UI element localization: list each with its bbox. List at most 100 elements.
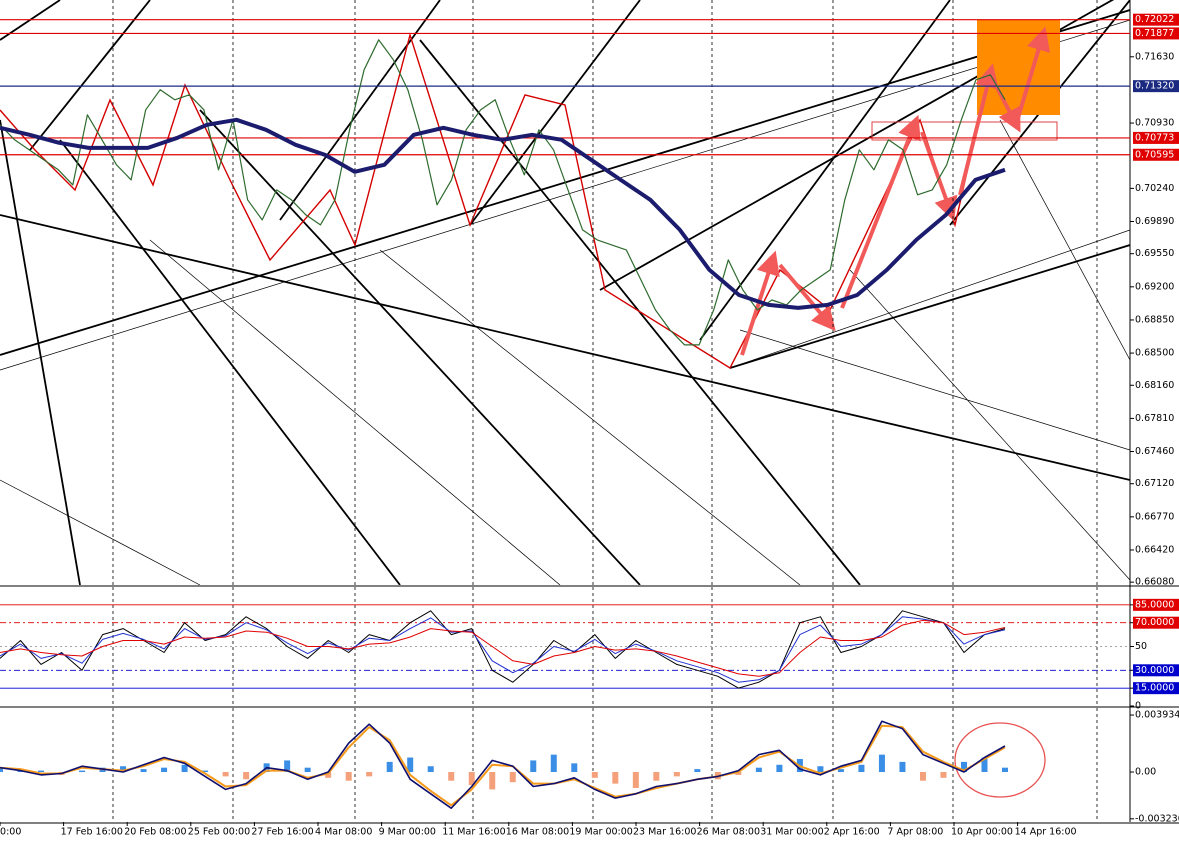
x-tick-label: 11 Mar 16:00 [442, 827, 505, 838]
x-tick-label: 23 Mar 16:00 [633, 827, 696, 838]
x-tick-label: 7 Apr 08:00 [887, 827, 943, 838]
histogram-bar [776, 764, 783, 773]
histogram-bar [817, 766, 824, 773]
histogram-bar [878, 754, 885, 773]
x-tick-label: 2 Apr 16:00 [824, 827, 880, 838]
x-tick-label: 20 Feb 08:00 [124, 827, 186, 838]
level-label-bg [1133, 131, 1179, 144]
histogram-bar [161, 767, 168, 773]
histogram-bar [243, 772, 250, 780]
histogram-bar [304, 767, 311, 773]
histogram-bar [0, 767, 3, 773]
series-line [0, 619, 1006, 677]
y-tick-label: 0.68850 [1135, 314, 1174, 325]
histogram-bar [571, 763, 578, 773]
histogram-bar [427, 766, 434, 773]
histogram-bar [222, 772, 229, 777]
y-tick-label: -0.0032303 [1135, 813, 1179, 824]
y-tick-label: 30.0000 [1135, 665, 1174, 676]
series-line [0, 724, 1006, 807]
y-tick-label: 0.71630 [1135, 51, 1174, 62]
series-line [0, 720, 1006, 810]
histogram-bar [653, 772, 660, 781]
histogram-bar [202, 770, 209, 773]
histogram-bar [960, 761, 967, 773]
y-tick-label: 0.66080 [1135, 577, 1174, 588]
histogram-bar [448, 772, 455, 781]
histogram-bar [755, 767, 762, 773]
histogram-bar [858, 764, 865, 773]
y-tick-label: 0.0039343 [1135, 710, 1179, 721]
histogram-bar [284, 760, 291, 773]
y-tick-label: 0.67120 [1135, 478, 1174, 489]
histogram-bar [981, 757, 988, 773]
histogram-bar [325, 772, 332, 778]
x-tick-label: 27 Feb 16:00 [251, 827, 313, 838]
y-tick-label: 85.0000 [1135, 599, 1174, 610]
level-label-bg [1133, 27, 1179, 40]
histogram-bar [181, 764, 188, 773]
series-line [0, 610, 1006, 689]
y-tick-label: 0.67810 [1135, 413, 1174, 424]
x-tick-label: 19 Mar 00:00 [569, 827, 632, 838]
y-tick-label: 0.69550 [1135, 248, 1174, 259]
histogram-bar [899, 761, 906, 773]
highlight-circle [954, 722, 1046, 798]
x-tick-label: 31 Mar 00:00 [760, 827, 823, 838]
histogram-bar [530, 760, 537, 773]
x-tick-label: 00:00 [0, 827, 21, 838]
histogram-bar [940, 772, 947, 778]
y-tick-label: 70.0000 [1135, 617, 1174, 628]
y-tick-label-bg [1133, 616, 1179, 629]
x-tick-label: 9 Mar 00:00 [379, 827, 436, 838]
histogram-bar [837, 769, 844, 773]
level-label: 0.70773 [1135, 132, 1174, 143]
histogram-bar [550, 754, 557, 773]
y-tick-label: 0.67460 [1135, 446, 1174, 457]
histogram-bar [79, 770, 86, 773]
y-tick-label: 15.0000 [1135, 683, 1174, 694]
y-tick-label: 0.66420 [1135, 544, 1174, 555]
histogram-bar [673, 772, 680, 777]
histogram-bar [120, 766, 127, 773]
histogram-bar [366, 772, 373, 777]
y-tick-label-bg [1133, 598, 1179, 611]
series-line [0, 616, 1006, 683]
y-tick-label: 0.68500 [1135, 348, 1174, 359]
histogram-bar [591, 772, 598, 778]
histogram-bar [38, 770, 45, 773]
histogram-bar [632, 772, 639, 788]
y-tick-label: 0 [1135, 701, 1141, 712]
histogram-bar [509, 772, 516, 783]
histogram-bar [735, 772, 742, 775]
histogram-bar [386, 761, 393, 773]
histogram-bar [468, 772, 475, 786]
histogram-bar [694, 769, 701, 773]
x-tick-label: 25 Feb 00:00 [188, 827, 250, 838]
y-tick-label: 0.70930 [1135, 118, 1174, 129]
histogram-bar [407, 757, 414, 773]
y-tick-label: 0.68160 [1135, 380, 1174, 391]
histogram-bar [489, 772, 496, 790]
x-tick-label: 17 Feb 16:00 [61, 827, 123, 838]
y-tick-label: 50 [1135, 641, 1147, 652]
histogram-bar [1002, 767, 1008, 773]
level-label: 0.70595 [1135, 149, 1174, 160]
histogram-bar [612, 772, 619, 784]
level-label: 0.72022 [1135, 14, 1174, 25]
y-tick-label: 0.00 [1135, 767, 1156, 778]
x-tick-label: 4 Mar 08:00 [315, 827, 372, 838]
level-label-bg [1133, 148, 1179, 161]
y-tick-label-bg [1133, 664, 1179, 677]
histogram-bar [345, 772, 352, 781]
histogram-bar [919, 772, 926, 781]
x-tick-label: 14 Apr 16:00 [1015, 827, 1077, 838]
series-line [0, 39, 1006, 346]
level-label-bg [1133, 13, 1179, 26]
x-tick-label: 16 Mar 08:00 [506, 827, 569, 838]
series-line [0, 117, 1006, 310]
level-label: 0.71877 [1135, 28, 1174, 39]
y-tick-label-bg [1133, 682, 1179, 695]
level-label-bg [1133, 80, 1179, 93]
